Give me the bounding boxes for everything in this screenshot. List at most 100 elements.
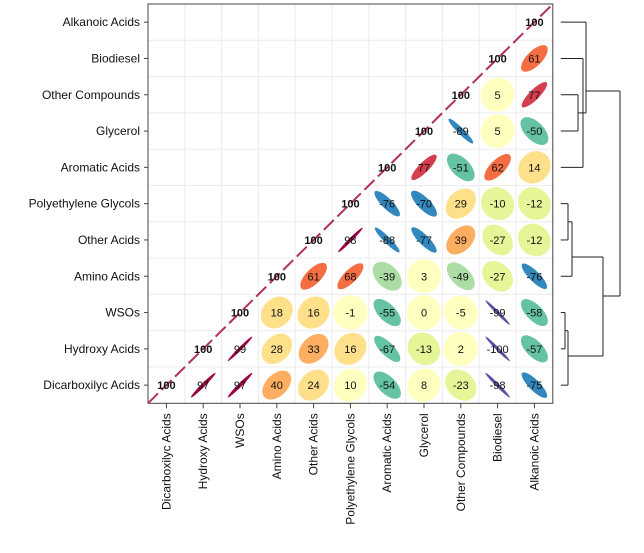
correlation-value: -23 <box>453 380 469 392</box>
row-labels: Alkanoic Acids Biodiesel Other Compounds Gl… <box>29 15 140 392</box>
correlation-cells <box>190 45 551 402</box>
row-label: Biodiesel <box>91 51 140 65</box>
correlation-value: 5 <box>495 90 501 102</box>
correlation-value: -67 <box>379 344 395 356</box>
correlation-value: 98 <box>344 235 356 247</box>
correlation-ellipse <box>300 262 327 290</box>
column-label: Other Acids <box>307 413 321 475</box>
correlation-ellipse <box>446 153 475 182</box>
correlation-value: 16 <box>344 344 356 356</box>
correlation-value: 39 <box>455 235 467 247</box>
row-label: WSOs <box>105 306 140 320</box>
correlation-value: 14 <box>528 162 540 174</box>
column-label: WSOs <box>233 413 247 448</box>
correlation-value: 100 <box>268 271 286 283</box>
correlation-value: 100 <box>525 17 543 29</box>
correlation-ellipse <box>298 333 329 364</box>
correlation-value: 100 <box>304 235 322 247</box>
column-label: Glycerol <box>417 413 431 457</box>
row-label: Hydroxy Acids <box>64 342 140 356</box>
correlation-ellipse <box>520 299 548 327</box>
correlation-ellipse <box>480 114 515 148</box>
correlation-ellipse <box>260 296 293 329</box>
row-label: Aromatic Acids <box>61 160 140 174</box>
correlation-value: -10 <box>490 199 506 211</box>
correlation-ellipse <box>521 372 548 398</box>
correlation-ellipse <box>443 331 478 366</box>
correlation-value: -76 <box>379 199 395 211</box>
correlation-value: 29 <box>455 199 467 211</box>
row-label: Alkanoic Acids <box>63 15 140 29</box>
correlation-value: 100 <box>341 199 359 211</box>
correlation-value: 16 <box>307 308 319 320</box>
correlation-value: -27 <box>490 235 506 247</box>
correlation-ellipse <box>411 154 437 181</box>
correlation-ellipse <box>518 187 551 221</box>
correlation-ellipse <box>373 298 401 327</box>
correlation-ellipse <box>446 225 476 255</box>
correlation-value: 97 <box>197 380 209 392</box>
correlation-ellipse <box>520 335 548 363</box>
correlation-ellipse <box>446 262 475 291</box>
column-label: Alkanoic Acids <box>527 413 541 490</box>
correlation-value: 97 <box>234 380 246 392</box>
correlation-ellipse <box>481 187 515 221</box>
correlation-value: -39 <box>379 271 395 283</box>
correlation-ellipse <box>338 227 363 253</box>
correlation-ellipse <box>337 263 364 290</box>
correlation-ellipse <box>521 45 548 72</box>
correlation-ellipse <box>261 333 293 365</box>
correlation-value: -75 <box>526 380 542 392</box>
correlation-ellipse <box>374 335 401 362</box>
correlation-ellipse <box>482 260 513 292</box>
correlation-ellipse <box>484 154 511 181</box>
correlation-value: 100 <box>231 308 249 320</box>
correlation-value: -13 <box>416 344 432 356</box>
correlation-value: -1 <box>346 308 356 320</box>
correlation-ellipse <box>521 263 548 290</box>
row-label: Other Compounds <box>42 88 140 102</box>
grid-lines <box>148 4 553 404</box>
correlation-value: 5 <box>495 126 501 138</box>
correlation-ellipse <box>262 370 292 400</box>
row-label: Dicarboxilyc Acids <box>43 378 140 392</box>
dendrogram <box>560 21 621 386</box>
correlation-ellipse <box>480 77 515 112</box>
correlation-ellipse <box>485 300 510 325</box>
correlation-value: 100 <box>488 53 506 65</box>
correlation-value: -5 <box>456 308 466 320</box>
correlation-ellipse <box>297 296 330 329</box>
correlation-ellipse <box>485 372 510 398</box>
correlation-ellipse <box>482 224 513 256</box>
correlation-ellipse <box>298 369 330 401</box>
correlation-value: -98 <box>490 380 506 392</box>
correlation-value: 2 <box>458 344 464 356</box>
correlation-value: 62 <box>491 162 503 174</box>
correlation-value: 61 <box>307 271 319 283</box>
column-label: Aromatic Acids <box>380 413 394 492</box>
correlation-value: 10 <box>344 380 356 392</box>
correlation-ellipse <box>372 261 402 291</box>
column-label: Other Compounds <box>454 413 468 511</box>
correlation-value: 77 <box>528 90 540 102</box>
correlation-value: -99 <box>490 308 506 320</box>
row-label: Polyethylene Glycols <box>29 197 140 211</box>
correlation-value: 24 <box>307 380 319 392</box>
correlation-ellipse <box>227 372 253 398</box>
correlation-value: -51 <box>453 162 469 174</box>
correlation-ellipse <box>485 336 510 362</box>
correlation-value: 68 <box>344 271 356 283</box>
correlation-ellipse <box>406 259 442 294</box>
correlation-value: -100 <box>487 344 509 356</box>
correlation-ellipse <box>411 227 437 253</box>
correlation-value: 100 <box>378 162 396 174</box>
correlation-value: -12 <box>526 199 542 211</box>
correlation-ellipse <box>227 336 253 362</box>
correlation-ellipse <box>333 368 367 402</box>
correlation-value: -89 <box>453 126 469 138</box>
correlation-ellipse <box>445 369 477 401</box>
correlation-value: -54 <box>379 380 395 392</box>
correlation-ellipse <box>445 188 476 219</box>
